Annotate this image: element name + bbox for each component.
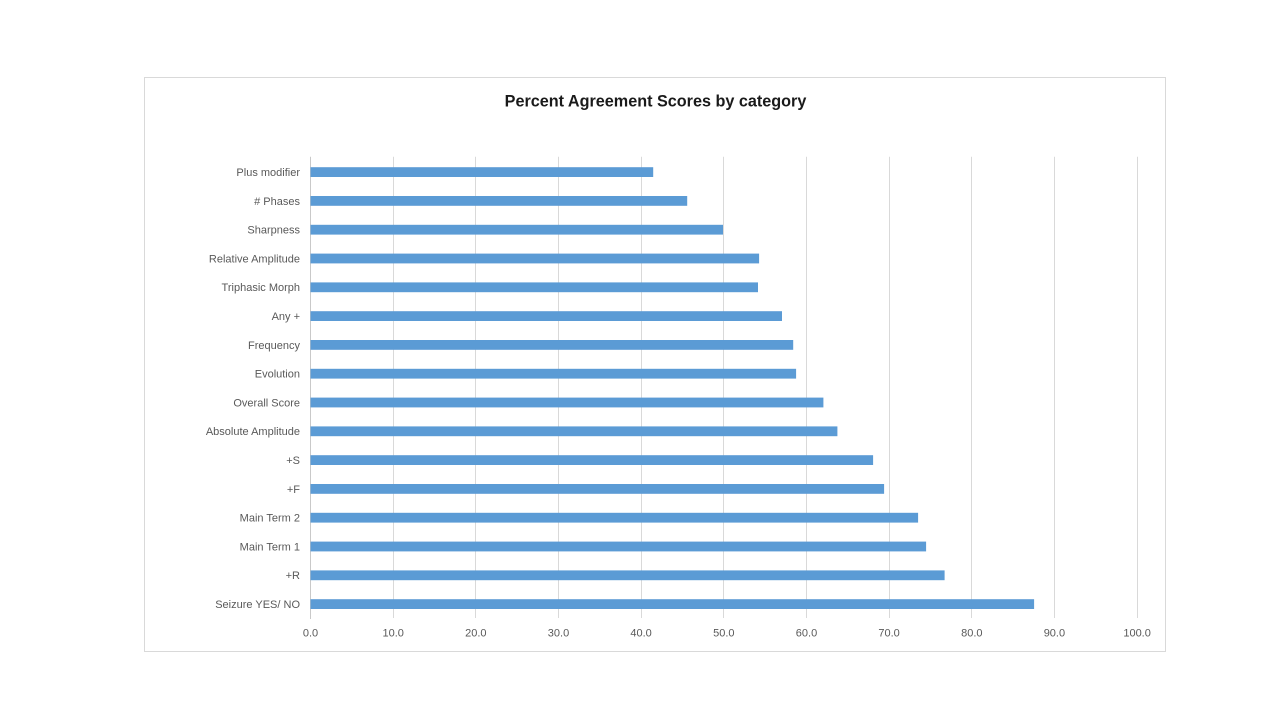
- svg-text:Percent Agreement Scores by ca: Percent Agreement Scores by category: [505, 93, 807, 111]
- svg-text:Plus modifier: Plus modifier: [236, 167, 300, 179]
- svg-text:50.0: 50.0: [713, 628, 734, 640]
- svg-text:Sharpness: Sharpness: [247, 225, 300, 237]
- svg-text:0.0: 0.0: [303, 628, 318, 640]
- svg-text:Triphasic Morph: Triphasic Morph: [222, 282, 300, 294]
- svg-text:30.0: 30.0: [548, 628, 569, 640]
- svg-text:Absolute Amplitude: Absolute Amplitude: [206, 426, 300, 438]
- svg-text:Overall Score: Overall Score: [233, 397, 300, 409]
- svg-text:+S: +S: [286, 455, 300, 467]
- svg-text:# Phases: # Phases: [254, 196, 300, 208]
- svg-text:100.0: 100.0: [1123, 628, 1151, 640]
- svg-text:Evolution: Evolution: [255, 369, 300, 381]
- svg-text:+F: +F: [287, 484, 300, 496]
- svg-text:Frequency: Frequency: [248, 340, 300, 352]
- svg-text:90.0: 90.0: [1044, 628, 1065, 640]
- svg-text:70.0: 70.0: [878, 628, 899, 640]
- svg-text:60.0: 60.0: [796, 628, 817, 640]
- svg-text:Relative Amplitude: Relative Amplitude: [209, 253, 300, 265]
- svg-text:20.0: 20.0: [465, 628, 486, 640]
- svg-text:Main Term 2: Main Term 2: [240, 513, 300, 525]
- svg-text:Any +: Any +: [272, 311, 300, 323]
- svg-text:+R: +R: [286, 570, 300, 582]
- svg-text:40.0: 40.0: [630, 628, 651, 640]
- svg-text:10.0: 10.0: [382, 628, 403, 640]
- svg-text:Seizure YES/ NO: Seizure YES/ NO: [215, 599, 300, 611]
- svg-text:Main Term 1: Main Term 1: [240, 541, 300, 553]
- svg-text:80.0: 80.0: [961, 628, 982, 640]
